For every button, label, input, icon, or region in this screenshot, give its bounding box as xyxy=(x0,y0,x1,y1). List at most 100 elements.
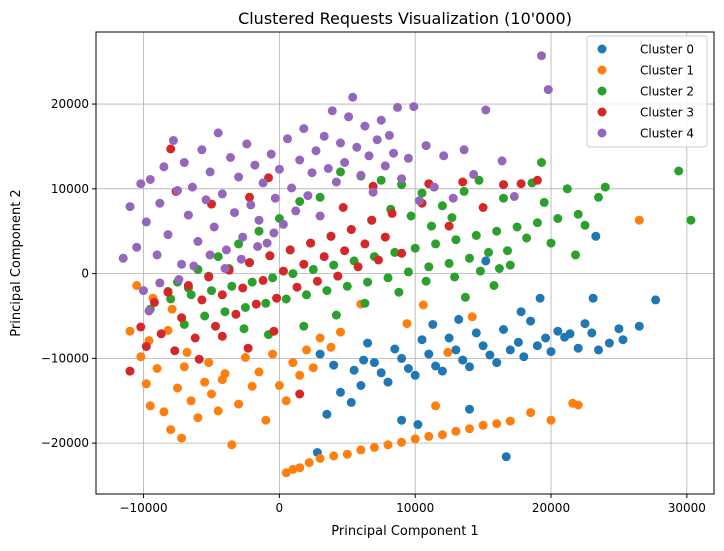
scatter-point xyxy=(444,221,454,231)
scatter-point xyxy=(686,215,696,225)
scatter-point xyxy=(177,433,187,443)
scatter-point xyxy=(475,266,485,276)
scatter-point xyxy=(329,451,339,461)
scatter-point xyxy=(200,311,210,321)
scatter-point xyxy=(390,344,400,354)
scatter-point xyxy=(501,452,511,462)
scatter-point xyxy=(573,343,583,353)
scatter-point xyxy=(553,214,563,223)
scatter-point xyxy=(245,192,254,202)
scatter-point xyxy=(182,347,192,357)
scatter-point xyxy=(338,203,348,212)
scatter-point xyxy=(516,179,526,189)
scatter-point xyxy=(308,264,318,274)
scatter-point xyxy=(348,92,358,102)
scatter-point xyxy=(183,281,193,290)
scatter-point xyxy=(604,338,614,348)
scatter-point xyxy=(444,333,454,343)
scatter-point xyxy=(217,189,227,199)
scatter-point xyxy=(319,252,329,262)
scatter-point xyxy=(465,362,474,372)
scatter-point xyxy=(418,300,428,310)
scatter-point xyxy=(484,247,493,257)
scatter-point xyxy=(454,314,464,324)
scatter-point xyxy=(364,151,374,161)
scatter-point xyxy=(451,345,461,355)
scatter-point xyxy=(251,299,261,309)
scatter-point xyxy=(424,431,434,441)
scatter-point xyxy=(139,286,148,296)
scatter-point xyxy=(546,415,556,425)
scatter-point xyxy=(159,407,169,417)
scatter-point xyxy=(213,252,223,262)
scatter-point xyxy=(262,238,272,248)
x-tick-label: 20000 xyxy=(532,501,570,515)
scatter-point xyxy=(217,375,227,385)
scatter-point xyxy=(546,238,556,248)
scatter-point xyxy=(278,219,288,229)
y-tick-label: 20000 xyxy=(51,97,89,111)
scatter-point xyxy=(125,202,135,212)
scatter-point xyxy=(283,134,292,144)
scatter-point xyxy=(145,401,155,411)
scatter-point xyxy=(303,191,313,201)
scatter-point xyxy=(448,193,458,203)
scatter-point xyxy=(573,400,583,410)
scatter-point xyxy=(651,295,661,305)
scatter-point xyxy=(159,162,169,172)
scatter-point xyxy=(469,169,479,179)
scatter-point xyxy=(186,396,196,406)
scatter-point xyxy=(258,275,268,285)
scatter-point xyxy=(634,321,644,331)
scatter-point xyxy=(481,105,491,115)
scatter-point xyxy=(553,326,563,336)
scatter-point xyxy=(141,217,151,227)
scatter-point xyxy=(254,226,264,236)
scatter-point xyxy=(414,196,424,206)
scatter-point xyxy=(125,366,135,376)
scatter-point xyxy=(336,327,345,337)
scatter-point xyxy=(173,186,182,195)
scatter-point xyxy=(247,277,257,287)
scatter-point xyxy=(186,290,196,300)
scatter-point xyxy=(618,335,628,345)
scatter-point xyxy=(189,261,199,271)
scatter-point xyxy=(634,215,644,225)
scatter-point xyxy=(170,346,180,356)
scatter-point xyxy=(393,102,402,112)
scatter-point xyxy=(349,365,359,375)
scatter-point xyxy=(166,294,176,304)
scatter-point xyxy=(234,239,244,249)
scatter-point xyxy=(562,184,572,194)
scatter-point xyxy=(526,408,536,418)
scatter-point xyxy=(323,164,333,173)
scatter-point xyxy=(374,255,383,265)
scatter-point xyxy=(144,306,154,316)
scatter-point xyxy=(492,358,502,368)
scatter-point xyxy=(250,160,260,170)
scatter-point xyxy=(258,178,268,188)
legend-label: Cluster 2 xyxy=(640,85,694,99)
scatter-point xyxy=(299,321,309,331)
scatter-point xyxy=(424,349,434,359)
scatter-point xyxy=(376,368,386,378)
scatter-point xyxy=(478,420,488,430)
scatter-point xyxy=(356,170,366,180)
scatter-point xyxy=(467,312,477,322)
scatter-point xyxy=(359,355,369,365)
scatter-point xyxy=(302,345,311,355)
scatter-point xyxy=(274,164,284,174)
scatter-point xyxy=(614,324,624,334)
scatter-point xyxy=(356,381,366,390)
scatter-point xyxy=(304,458,314,468)
series-cluster-4 xyxy=(118,51,553,316)
scatter-point xyxy=(269,326,279,336)
scatter-point xyxy=(497,156,507,166)
scatter-point xyxy=(543,85,553,95)
scatter-point xyxy=(431,401,441,411)
scatter-point xyxy=(360,121,370,131)
scatter-point xyxy=(205,250,215,260)
scatter-point xyxy=(410,434,420,444)
scatter-point xyxy=(254,215,264,225)
